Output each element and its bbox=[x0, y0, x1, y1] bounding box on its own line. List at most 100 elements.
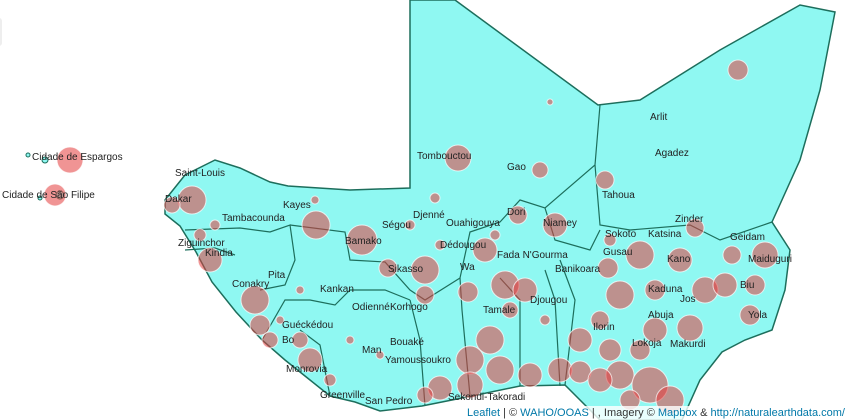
marker[interactable] bbox=[345, 335, 355, 345]
place-label: Conakry bbox=[232, 279, 269, 290]
attribution-link[interactable]: http://naturalearthdata.com/ bbox=[710, 407, 845, 419]
place-label: Sekondi-Takoradi bbox=[448, 392, 525, 403]
marker[interactable] bbox=[531, 161, 549, 179]
marker[interactable] bbox=[603, 233, 617, 247]
marker[interactable] bbox=[378, 258, 398, 278]
place-label: Korhogo bbox=[390, 302, 428, 313]
marker[interactable] bbox=[489, 229, 501, 241]
attribution-link[interactable]: Leaflet bbox=[467, 407, 501, 419]
marker[interactable] bbox=[547, 357, 573, 383]
marker[interactable] bbox=[455, 345, 485, 375]
place-label: Tahoua bbox=[602, 190, 635, 201]
marker[interactable] bbox=[629, 339, 651, 361]
marker[interactable] bbox=[295, 285, 305, 295]
zoom-control[interactable] bbox=[0, 18, 2, 46]
marker[interactable] bbox=[240, 285, 270, 315]
marker[interactable] bbox=[517, 362, 543, 388]
place-label: Makurdi bbox=[670, 339, 706, 350]
marker[interactable] bbox=[375, 350, 385, 360]
marker[interactable] bbox=[404, 219, 416, 231]
marker[interactable] bbox=[43, 183, 67, 207]
place-label: Yola bbox=[748, 310, 768, 321]
marker[interactable] bbox=[310, 195, 320, 205]
place-label: Abuja bbox=[648, 310, 674, 321]
marker[interactable] bbox=[676, 314, 704, 342]
marker[interactable] bbox=[444, 144, 472, 172]
markers bbox=[43, 59, 779, 415]
marker[interactable] bbox=[667, 247, 693, 273]
place-label: Dori bbox=[507, 207, 525, 218]
marker[interactable] bbox=[457, 281, 479, 303]
place-label: Biu bbox=[740, 280, 754, 291]
place-label: Man bbox=[362, 345, 381, 356]
marker[interactable] bbox=[546, 98, 554, 106]
marker[interactable] bbox=[595, 170, 615, 190]
marker[interactable] bbox=[434, 239, 446, 251]
marker[interactable] bbox=[472, 237, 498, 263]
marker[interactable] bbox=[597, 257, 619, 279]
attribution-link[interactable]: Mapbox bbox=[657, 407, 698, 419]
place-label: Gao bbox=[507, 162, 526, 173]
place-label: Odienné bbox=[352, 302, 390, 313]
place-labels: Cidade de Espargos Cidade de São Filipe Sa… bbox=[2, 112, 792, 407]
marker[interactable] bbox=[685, 218, 705, 238]
marker[interactable] bbox=[587, 367, 613, 393]
marker[interactable] bbox=[429, 192, 441, 204]
place-label: Sokoto bbox=[605, 229, 637, 240]
place-label: Guéckédou bbox=[282, 320, 333, 331]
marker[interactable] bbox=[261, 331, 279, 349]
marker[interactable] bbox=[415, 285, 435, 305]
marker[interactable] bbox=[739, 304, 761, 326]
marker[interactable] bbox=[744, 274, 766, 296]
marker[interactable] bbox=[291, 331, 309, 349]
marker[interactable] bbox=[56, 146, 84, 174]
marker[interactable] bbox=[712, 272, 738, 298]
place-label: Niamey bbox=[543, 218, 577, 229]
marker[interactable] bbox=[297, 347, 323, 373]
place-label: Tamale bbox=[483, 305, 516, 316]
place-label: Ziguinchor bbox=[178, 238, 225, 249]
marker[interactable] bbox=[323, 373, 337, 387]
marker[interactable] bbox=[625, 240, 655, 270]
marker[interactable] bbox=[751, 241, 779, 269]
place-label: Cidade de São Filipe bbox=[2, 190, 95, 201]
place-label: Geidam bbox=[730, 232, 765, 243]
place-label: Agadez bbox=[655, 148, 689, 159]
marker[interactable] bbox=[567, 327, 593, 353]
marker[interactable] bbox=[539, 314, 551, 326]
marker[interactable] bbox=[605, 280, 635, 310]
marker[interactable] bbox=[598, 338, 622, 362]
marker[interactable] bbox=[275, 315, 285, 325]
marker[interactable] bbox=[501, 301, 519, 319]
attribution-link[interactable]: WAHO/OOAS bbox=[520, 407, 589, 419]
place-label: Yamoussoukro bbox=[385, 355, 451, 366]
marker[interactable] bbox=[642, 317, 668, 343]
marker[interactable] bbox=[512, 277, 538, 303]
marker[interactable] bbox=[542, 212, 568, 238]
marker[interactable] bbox=[456, 371, 484, 399]
marker[interactable] bbox=[590, 310, 610, 330]
marker[interactable] bbox=[475, 325, 505, 355]
place-label: Fada N'Gourma bbox=[497, 250, 568, 261]
marker[interactable] bbox=[410, 255, 440, 285]
place-label: San Pedro bbox=[365, 396, 413, 407]
marker[interactable] bbox=[346, 224, 378, 256]
marker[interactable] bbox=[163, 196, 181, 214]
place-label: Kano bbox=[667, 254, 691, 265]
place-label: Cidade de Espargos bbox=[32, 152, 123, 163]
marker[interactable] bbox=[508, 205, 528, 225]
place-label: Zinder bbox=[675, 214, 704, 225]
marker[interactable] bbox=[644, 279, 666, 301]
marker[interactable] bbox=[416, 386, 434, 404]
marker[interactable] bbox=[193, 228, 207, 242]
marker[interactable] bbox=[301, 210, 331, 240]
marker[interactable] bbox=[209, 219, 221, 231]
marker[interactable] bbox=[197, 247, 223, 273]
marker[interactable] bbox=[485, 355, 515, 385]
marker[interactable] bbox=[722, 245, 742, 265]
place-label: Wa bbox=[460, 262, 475, 273]
attribution-text: | , Imagery © bbox=[588, 407, 658, 419]
place-label: Ilorin bbox=[593, 322, 615, 333]
marker[interactable] bbox=[249, 314, 271, 336]
marker[interactable] bbox=[727, 59, 749, 81]
